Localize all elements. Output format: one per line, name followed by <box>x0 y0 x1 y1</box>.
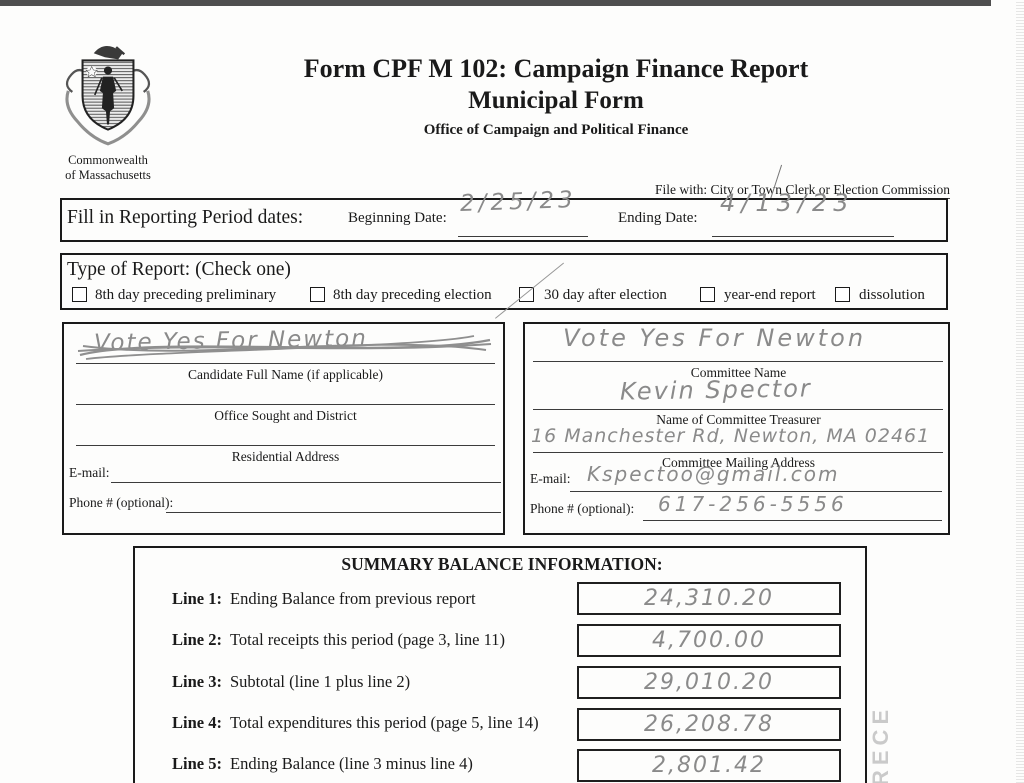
committee-name-value: Vote Yes For Newton <box>563 324 867 352</box>
candidate-phone-line <box>166 512 501 513</box>
summary-line-desc: Total receipts this period (page 3, line… <box>230 630 505 649</box>
reporting-period-box: Fill in Reporting Period dates: Beginnin… <box>60 187 948 242</box>
scan-top-bar <box>0 0 991 6</box>
office-sought-line <box>76 404 495 405</box>
option-label: 8th day preceding election <box>333 287 492 303</box>
form-subtitle-municipal: Municipal Form <box>468 87 644 114</box>
candidate-phone-label: Phone # (optional): <box>69 495 174 510</box>
summary-line-value: 29,010.20 <box>644 670 774 695</box>
summary-line-label: Line 3: <box>172 672 222 691</box>
committee-info-box: Vote Yes For Newton Committee Name Kevin… <box>523 322 950 535</box>
summary-value-box: 29,010.20 <box>577 666 841 699</box>
summary-line-value: 26,208.78 <box>644 712 774 737</box>
option-label: 30 day after election <box>544 287 667 303</box>
summary-line-label: Line 1: <box>172 589 222 608</box>
summary-line-label: Line 5: <box>172 754 222 773</box>
received-stamp-fragment: RECE <box>868 704 893 783</box>
beginning-date-line <box>458 236 588 237</box>
seal-caption: Commonwealth of Massachusetts <box>48 153 168 183</box>
committee-name-line <box>533 361 943 362</box>
beginning-date-label: Beginning Date: <box>348 210 447 226</box>
checkbox-dissolution <box>835 287 850 302</box>
office-sought-label: Office Sought and District <box>214 408 357 423</box>
option-label: year-end report <box>724 287 816 303</box>
candidate-email-label: E-mail: <box>69 465 110 480</box>
form-title: Form CPF M 102: Campaign Finance Report <box>303 54 809 83</box>
candidate-name-line <box>76 363 495 364</box>
checkbox-30-day-after-election <box>519 287 534 302</box>
committee-name-label: Committee Name <box>690 365 787 380</box>
candidate-info-box: Vote Yes For Newton Candidate Full Name … <box>62 322 505 535</box>
summary-line-value: 2,801.42 <box>652 753 766 778</box>
treasurer-name-label: Name of Committee Treasurer <box>656 412 821 427</box>
treasurer-name-value: Kevin Spector <box>619 374 812 406</box>
summary-title: SUMMARY BALANCE INFORMATION: <box>341 554 663 574</box>
residential-address-line <box>76 445 495 446</box>
massachusetts-state-seal-icon <box>65 45 151 146</box>
checkbox-8th-day-preceding-preliminary <box>72 287 87 302</box>
candidate-name-label: Candidate Full Name (if applicable) <box>188 367 383 382</box>
candidate-email-line <box>111 482 501 483</box>
mailing-address-value: 16 Manchester Rd, Newton, MA 02461 <box>531 425 931 447</box>
treasurer-name-line <box>533 409 943 410</box>
residential-address-label: Residential Address <box>231 449 340 464</box>
option-label: dissolution <box>859 287 925 303</box>
report-type-box: Type of Report: (Check one) 8th day prec… <box>60 253 948 310</box>
summary-balance-box: SUMMARY BALANCE INFORMATION: Line 1: End… <box>133 546 867 783</box>
seal-caption-line1: Commonwealth <box>68 153 148 167</box>
file-with-note: File with: City or Town Clerk or Electio… <box>654 182 950 199</box>
summary-value-box: 24,310.20 <box>577 582 841 615</box>
summary-line-label: Line 4: <box>172 713 222 732</box>
summary-line-value: 4,700.00 <box>652 628 766 653</box>
mailing-address-line <box>533 452 943 453</box>
ending-date-label: Ending Date: <box>618 210 698 226</box>
summary-line-desc: Ending Balance (line 3 minus line 4) <box>230 754 473 773</box>
summary-line-desc: Total expenditures this period (page 5, … <box>230 713 539 732</box>
checkbox-8th-day-preceding-election <box>310 287 325 302</box>
summary-line-desc: Subtotal (line 1 plus line 2) <box>230 672 411 691</box>
reporting-period-label: Fill in Reporting Period dates: <box>67 207 304 228</box>
scratch-out-marks <box>77 335 492 360</box>
mailing-address-label: Committee Mailing Address <box>662 455 815 470</box>
committee-phone-line <box>643 520 942 521</box>
summary-value-box: 4,700.00 <box>577 624 841 657</box>
summary-value-box: 2,801.42 <box>577 749 841 782</box>
committee-phone-value: 617-256-5556 <box>658 492 848 516</box>
seal-caption-line2: of Massachusetts <box>65 168 151 182</box>
committee-email-value: Kspectoo@gmail.com <box>587 462 840 486</box>
beginning-date-value: 2/25/23 <box>459 186 578 218</box>
ending-date-line <box>712 236 894 237</box>
summary-line-value: 24,310.20 <box>644 586 774 611</box>
committee-email-label: E-mail: <box>530 471 571 486</box>
committee-email-line <box>570 491 942 492</box>
summary-line-label: Line 2: <box>172 630 222 649</box>
summary-line-desc: Ending Balance from previous report <box>230 589 476 608</box>
office-name: Office of Campaign and Political Finance <box>423 122 689 138</box>
committee-phone-label: Phone # (optional): <box>530 501 635 516</box>
ending-date-value: 4/13/23 <box>720 189 855 217</box>
option-label: 8th day preceding preliminary <box>95 287 277 303</box>
report-type-label: Type of Report: (Check one) <box>67 259 291 280</box>
summary-value-box: 26,208.78 <box>577 708 841 741</box>
checkbox-year-end-report <box>700 287 715 302</box>
scan-edge-noise <box>1016 0 1024 783</box>
